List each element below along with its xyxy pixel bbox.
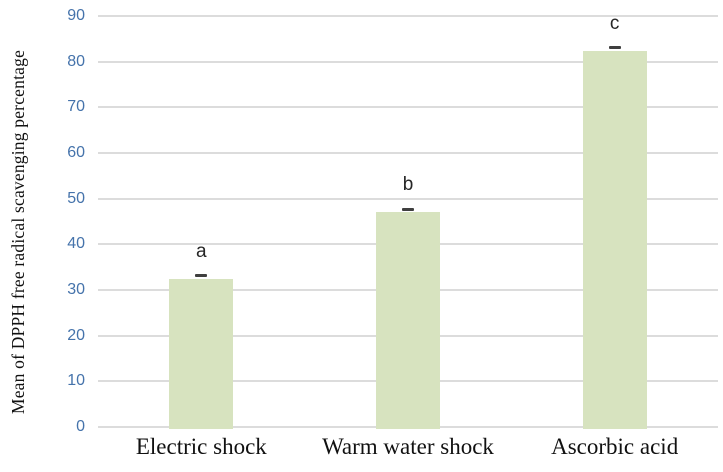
gridline [98, 15, 718, 17]
plot-area: 0 10 20 30 40 50 60 70 80 90 a b c [67, 7, 718, 435]
gridline [98, 197, 718, 200]
significance-letter: b [402, 174, 414, 196]
significance-letter: a [196, 240, 207, 262]
y-tick-label: 60 [67, 144, 85, 161]
gridline [98, 152, 718, 154]
significance-letter: c [609, 13, 620, 35]
error-bar-cap [608, 46, 621, 49]
y-tick-label: 70 [67, 98, 85, 116]
bar [376, 212, 440, 429]
error-bar-cap [195, 273, 208, 277]
x-category-label: Ascorbic acid [551, 434, 679, 459]
y-tick-label: 10 [67, 372, 85, 390]
gridline [98, 60, 718, 63]
x-category-label: Electric shock [135, 434, 267, 459]
y-axis-title: Mean of DPPH free radical scavenging per… [8, 49, 28, 415]
y-tick-label: 80 [67, 52, 85, 70]
x-axis-labels: Electric shock Warm water shock Ascorbic a… [98, 429, 718, 469]
bar [582, 51, 647, 429]
y-tick-label: 90 [67, 7, 85, 24]
error-bar-cap [402, 207, 414, 211]
x-category-label: Warm water shock [322, 434, 494, 459]
gridline [98, 106, 718, 109]
y-tick-label: 50 [67, 189, 85, 207]
y-tick-label: 40 [67, 235, 85, 253]
bar [169, 278, 234, 429]
y-tick-label: 20 [67, 326, 85, 344]
y-tick-label: 0 [76, 418, 85, 435]
y-tick-label: 30 [67, 281, 85, 298]
